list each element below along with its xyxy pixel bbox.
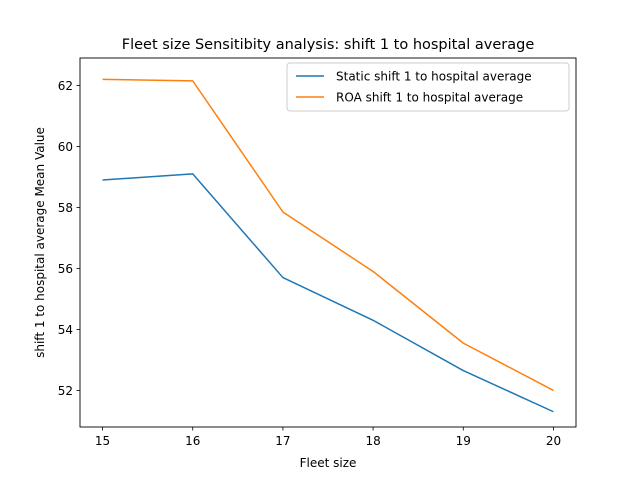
legend-label-static: Static shift 1 to hospital average (336, 70, 532, 84)
legend-label-roa: ROA shift 1 to hospital average (336, 91, 523, 105)
legend-box (286, 62, 570, 112)
y-axis-label: shift 1 to hospital average Mean Value (33, 127, 47, 358)
y-axis-ticks: 52 54 56 58 60 62 (58, 79, 80, 398)
y-tick-label: 56 (58, 262, 73, 276)
series-line-0 (102, 173, 554, 413)
x-tick-label: 19 (456, 434, 471, 448)
plot-area-frame (79, 57, 577, 428)
x-tick-label: 17 (275, 434, 290, 448)
chart-title: Fleet size Sensitibity analysis: shift 1… (122, 37, 535, 53)
y-tick-label: 54 (58, 323, 73, 337)
legend: Static shift 1 to hospital average ROA s… (286, 62, 570, 112)
y-tick-label: 60 (58, 140, 73, 154)
x-axis-label: Fleet size (300, 456, 357, 470)
y-tick-label: 62 (58, 79, 73, 93)
x-axis-ticks: 15 16 17 18 19 20 (95, 427, 561, 448)
y-tick-label: 58 (58, 201, 73, 215)
y-tick-label: 52 (58, 384, 73, 398)
x-tick-label: 15 (95, 434, 110, 448)
x-tick-label: 16 (185, 434, 200, 448)
series-line-1 (102, 78, 554, 392)
x-tick-label: 20 (546, 434, 561, 448)
x-tick-label: 18 (365, 434, 380, 448)
series-layer (102, 78, 554, 413)
